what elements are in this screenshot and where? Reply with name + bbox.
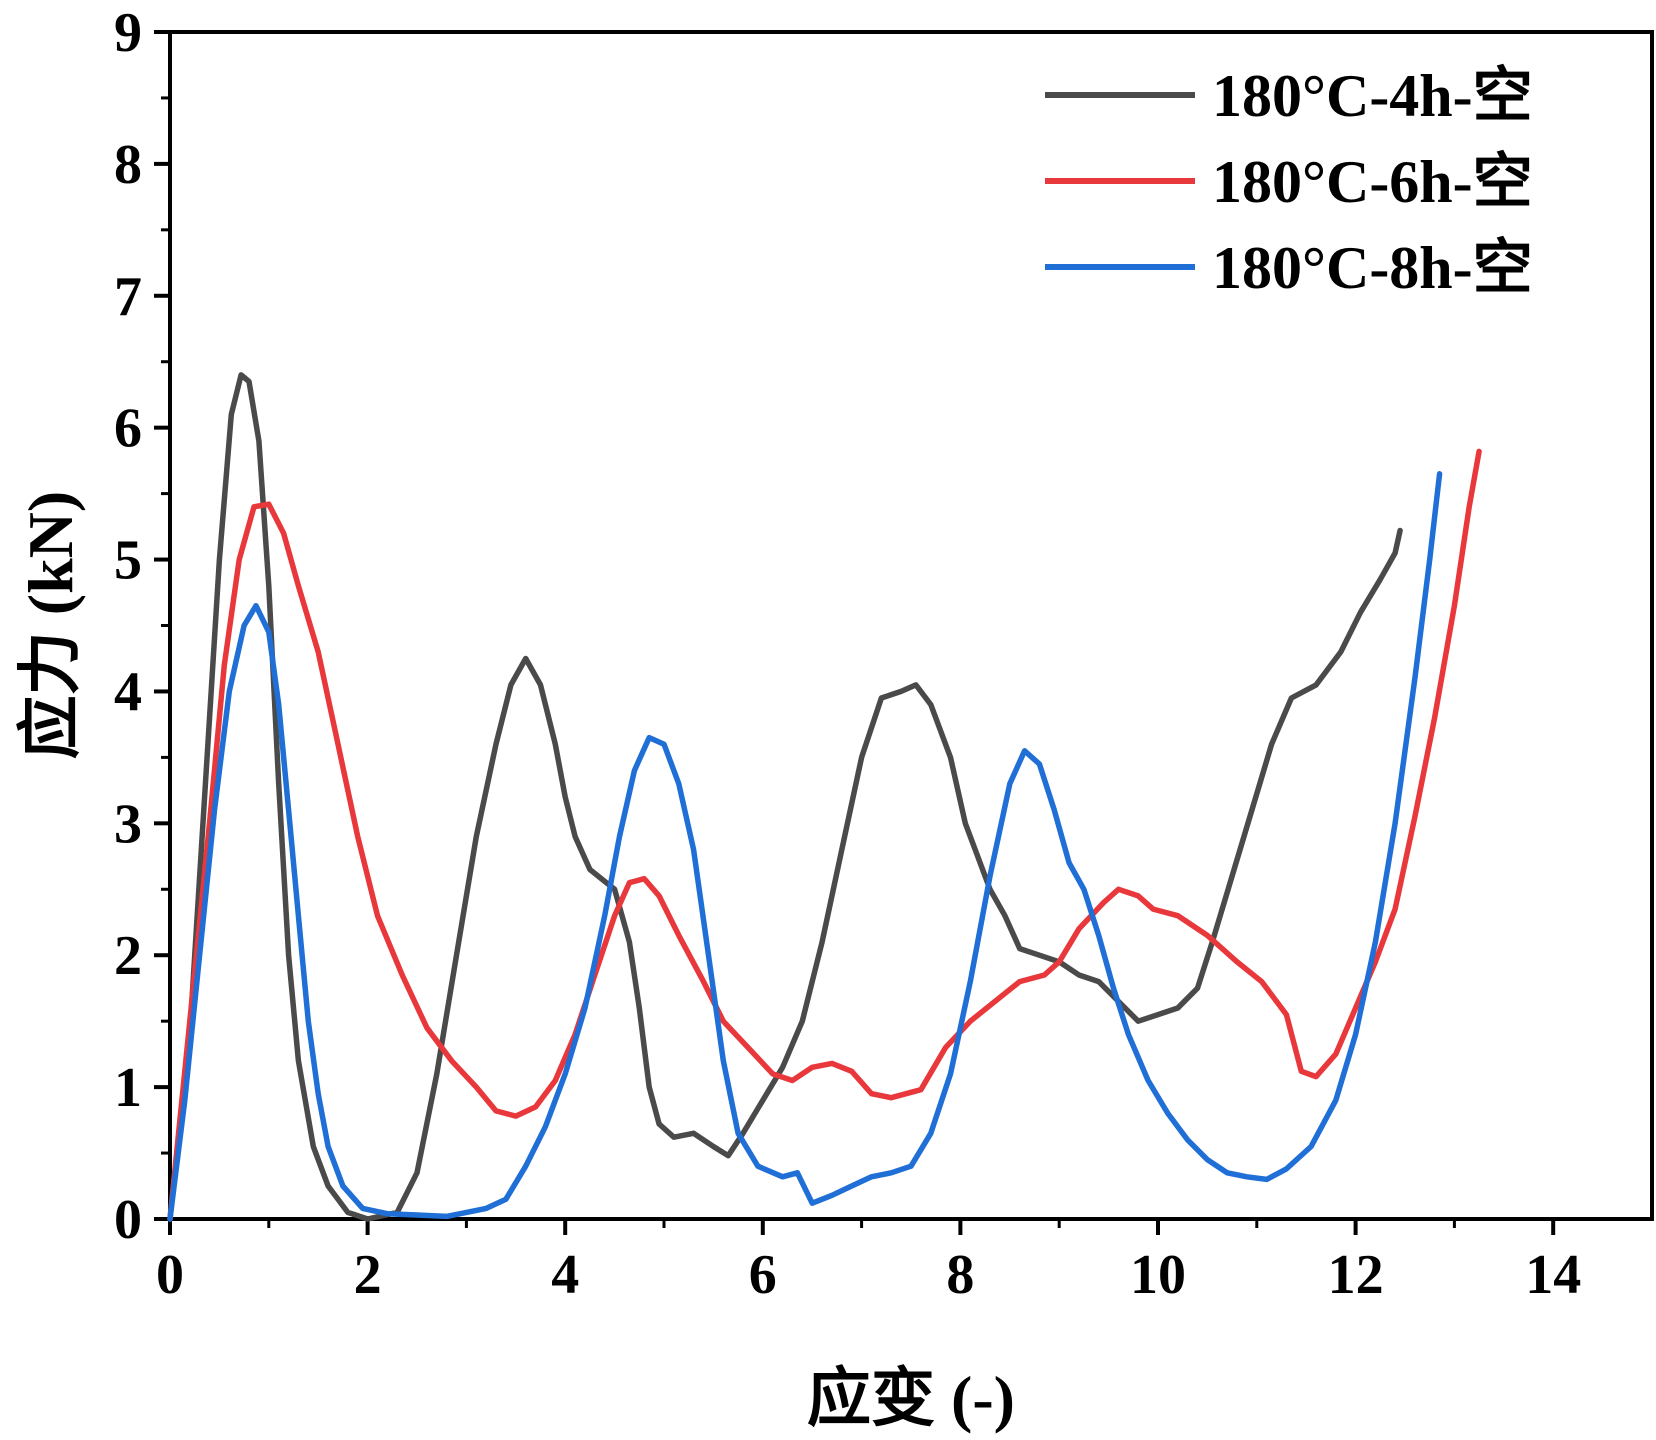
x-tick-label: 12 [1328, 1244, 1384, 1306]
y-tick-label: 5 [114, 530, 142, 592]
y-tick-label: 6 [114, 398, 142, 460]
y-tick-label: 9 [114, 2, 142, 64]
y-tick-label: 1 [114, 1057, 142, 1119]
y-axis-title: 应力 (kN) [15, 491, 86, 759]
legend-label-2: 180°C-6h-空 [1212, 149, 1533, 215]
y-axis-ticks: 0 1 2 3 4 5 6 7 8 9 [114, 2, 170, 1251]
x-tick-label: 14 [1525, 1244, 1581, 1306]
y-tick-label: 3 [114, 793, 142, 855]
y-tick-label: 2 [114, 925, 142, 987]
series-line-2 [167, 448, 1482, 1222]
x-axis-title: 应变 (-) [807, 1363, 1015, 1434]
series-layer [167, 372, 1482, 1222]
y-tick-label: 7 [114, 266, 142, 328]
legend-label-3: 180°C-8h-空 [1212, 235, 1533, 301]
x-axis-ticks: 0 2 4 6 8 10 12 14 [156, 1219, 1581, 1306]
x-tick-label: 6 [749, 1244, 777, 1306]
legend: 180°C-4h-空 180°C-6h-空 180°C-8h-空 [1045, 63, 1533, 301]
x-tick-label: 0 [156, 1244, 184, 1306]
series-line-3 [167, 471, 1443, 1222]
y-tick-label: 4 [114, 661, 142, 723]
y-tick-label: 0 [114, 1189, 142, 1251]
x-tick-label: 4 [551, 1244, 579, 1306]
x-tick-label: 8 [946, 1244, 974, 1306]
x-tick-label: 10 [1130, 1244, 1186, 1306]
series-line-1 [167, 372, 1403, 1222]
y-tick-label: 8 [114, 134, 142, 196]
x-tick-label: 2 [354, 1244, 382, 1306]
legend-label-1: 180°C-4h-空 [1212, 63, 1533, 129]
